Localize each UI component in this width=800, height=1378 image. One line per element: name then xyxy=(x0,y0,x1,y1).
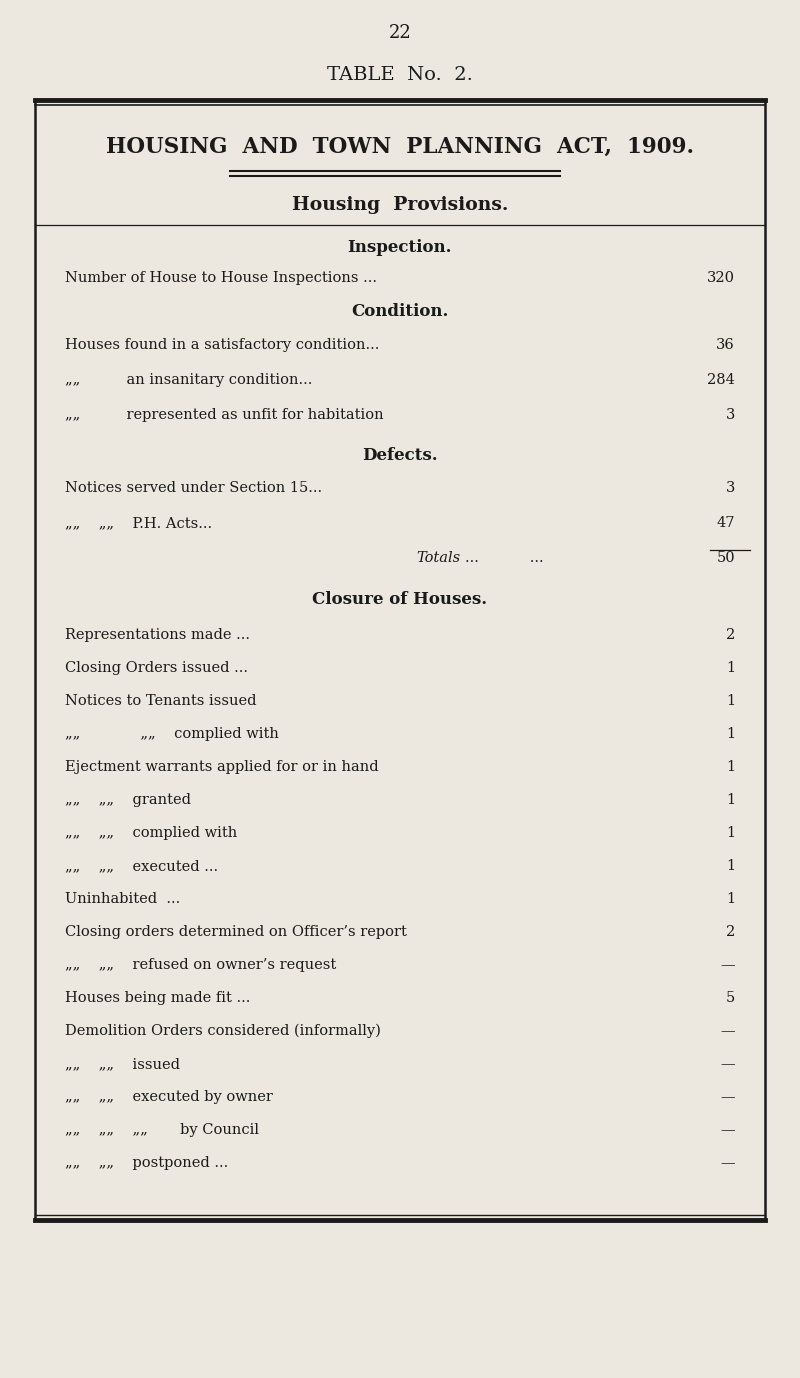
Text: 47: 47 xyxy=(717,515,735,531)
Text: 1: 1 xyxy=(726,858,735,874)
Text: HOUSING  AND  TOWN  PLANNING  ACT,  1909.: HOUSING AND TOWN PLANNING ACT, 1909. xyxy=(106,136,694,158)
Text: 2: 2 xyxy=(726,628,735,642)
Text: Closure of Houses.: Closure of Houses. xyxy=(313,591,487,609)
Text: 22: 22 xyxy=(389,23,411,41)
Text: „„          represented as unfit for habitation: „„ represented as unfit for habitation xyxy=(65,408,384,422)
Text: 36: 36 xyxy=(716,338,735,351)
Text: —: — xyxy=(720,1123,735,1137)
Text: Defects.: Defects. xyxy=(362,446,438,463)
Text: „„             „„    complied with: „„ „„ complied with xyxy=(65,728,279,741)
Text: 1: 1 xyxy=(726,825,735,841)
Text: 1: 1 xyxy=(726,695,735,708)
Text: —: — xyxy=(720,1156,735,1170)
Text: Totals: Totals xyxy=(416,551,460,565)
Text: Closing orders determined on Officer’s report: Closing orders determined on Officer’s r… xyxy=(65,925,407,938)
Text: Demolition Orders considered (informally): Demolition Orders considered (informally… xyxy=(65,1024,381,1038)
Text: 1: 1 xyxy=(726,728,735,741)
Text: Condition.: Condition. xyxy=(351,303,449,321)
Text: —: — xyxy=(720,958,735,971)
Text: „„    „„    executed by owner: „„ „„ executed by owner xyxy=(65,1090,273,1104)
Text: 5: 5 xyxy=(726,991,735,1005)
Text: „„    „„    granted: „„ „„ granted xyxy=(65,792,191,808)
Text: 1: 1 xyxy=(726,661,735,675)
Text: —: — xyxy=(720,1057,735,1071)
Text: „„    „„    „„       by Council: „„ „„ „„ by Council xyxy=(65,1123,259,1137)
Text: „„          an insanitary condition...: „„ an insanitary condition... xyxy=(65,373,312,387)
Text: 1: 1 xyxy=(726,892,735,905)
Text: —: — xyxy=(720,1024,735,1038)
Text: Inspection.: Inspection. xyxy=(348,240,452,256)
Text: TABLE  No.  2.: TABLE No. 2. xyxy=(327,66,473,84)
Text: 320: 320 xyxy=(707,271,735,285)
Text: 2: 2 xyxy=(726,925,735,938)
Text: „„    „„    P.H. Acts...: „„ „„ P.H. Acts... xyxy=(65,515,212,531)
Bar xyxy=(35,101,765,1220)
Text: Number of House to House Inspections ...: Number of House to House Inspections ... xyxy=(65,271,377,285)
Text: „„    „„    issued: „„ „„ issued xyxy=(65,1057,180,1071)
Text: „„    „„    executed ...: „„ „„ executed ... xyxy=(65,858,218,874)
Text: Ejectment warrants applied for or in hand: Ejectment warrants applied for or in han… xyxy=(65,761,378,774)
Text: 50: 50 xyxy=(716,551,735,565)
Text: 3: 3 xyxy=(726,481,735,495)
Text: Notices served under Section 15...: Notices served under Section 15... xyxy=(65,481,322,495)
Text: Representations made ...: Representations made ... xyxy=(65,628,250,642)
Text: 284: 284 xyxy=(707,373,735,387)
Text: 1: 1 xyxy=(726,761,735,774)
Text: Houses being made fit ...: Houses being made fit ... xyxy=(65,991,250,1005)
Text: „„    „„    complied with: „„ „„ complied with xyxy=(65,825,238,841)
Text: 1: 1 xyxy=(726,792,735,808)
Text: Uninhabited  ...: Uninhabited ... xyxy=(65,892,180,905)
Text: „„    „„    refused on owner’s request: „„ „„ refused on owner’s request xyxy=(65,958,336,971)
Text: Housing  Provisions.: Housing Provisions. xyxy=(292,196,508,214)
Text: ...           ...: ... ... xyxy=(465,551,544,565)
Text: „„    „„    postponed ...: „„ „„ postponed ... xyxy=(65,1156,228,1170)
Text: Closing Orders issued ...: Closing Orders issued ... xyxy=(65,661,248,675)
Text: —: — xyxy=(720,1090,735,1104)
Text: 3: 3 xyxy=(726,408,735,422)
Text: Houses found in a satisfactory condition...: Houses found in a satisfactory condition… xyxy=(65,338,379,351)
Text: Notices to Tenants issued: Notices to Tenants issued xyxy=(65,695,257,708)
